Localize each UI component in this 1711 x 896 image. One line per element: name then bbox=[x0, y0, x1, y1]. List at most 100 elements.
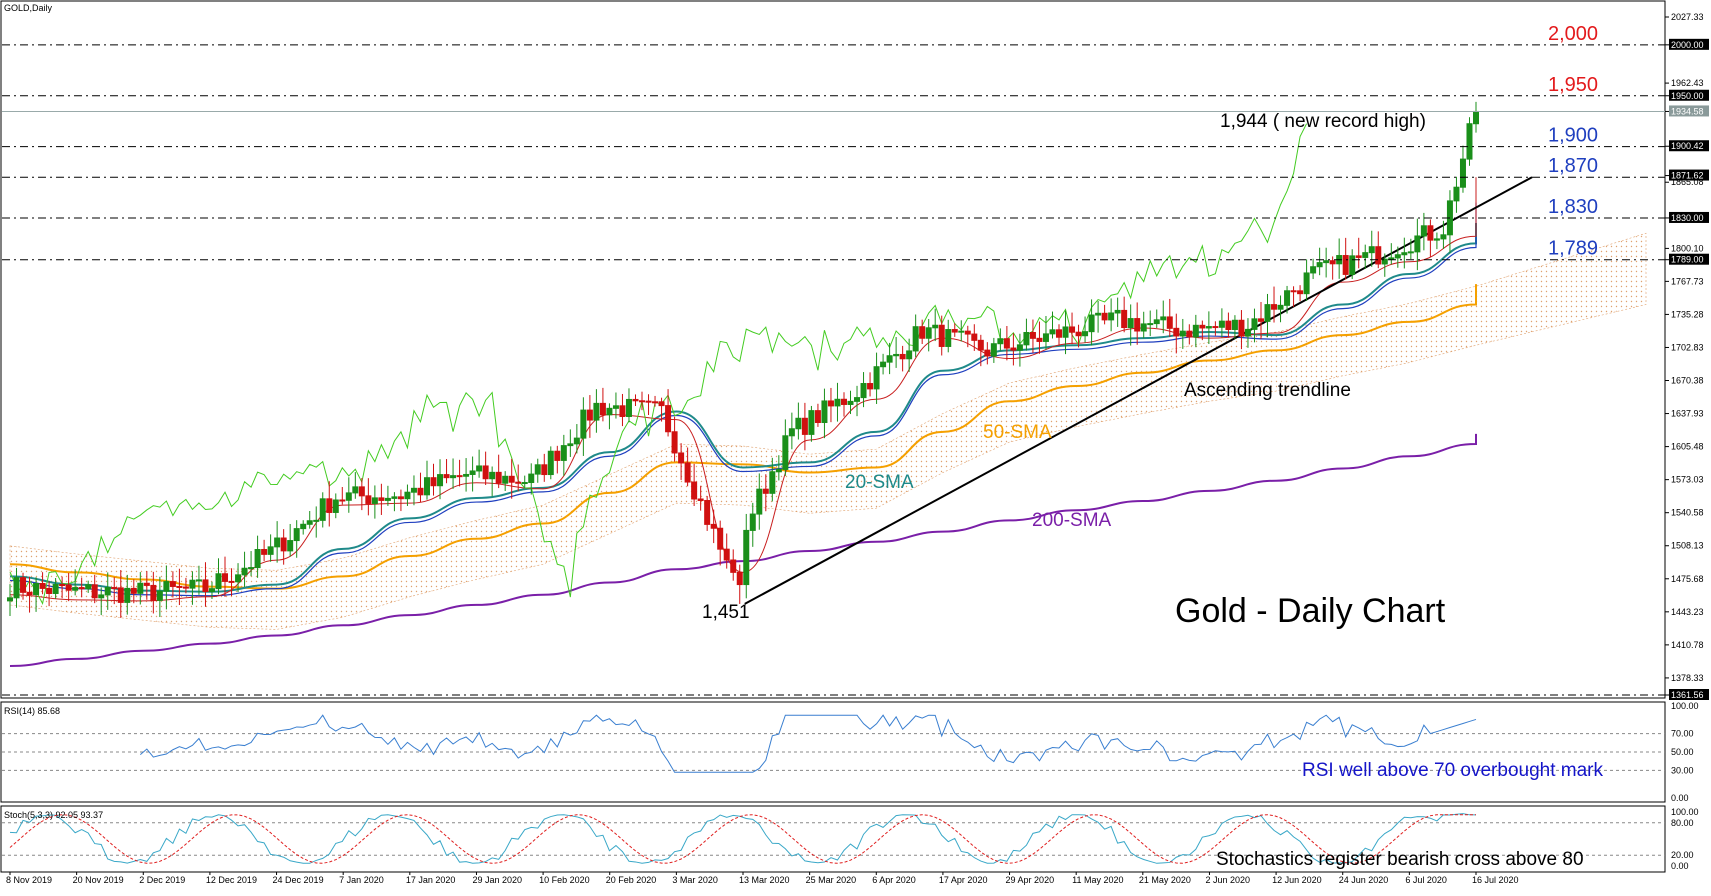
indicator-lines bbox=[9, 123, 1533, 668]
price-tick-label: 1475.68 bbox=[1671, 574, 1704, 584]
bull-candle bbox=[1277, 304, 1284, 310]
date-label: 6 Apr 2020 bbox=[872, 875, 916, 885]
bear-candle bbox=[417, 487, 424, 496]
bull-candle bbox=[534, 464, 541, 475]
price-tick-label: 1962.43 bbox=[1671, 78, 1704, 88]
rsi-tick-label: 70.00 bbox=[1671, 729, 1694, 739]
bear-candle bbox=[1212, 326, 1219, 329]
bull-candle bbox=[1368, 246, 1375, 254]
bull-candle bbox=[469, 470, 476, 475]
rsi-tick-label: 50.00 bbox=[1671, 747, 1694, 757]
price-tick-label: 1637.93 bbox=[1671, 409, 1704, 419]
sma50-label: 50-SMA bbox=[983, 422, 1052, 443]
date-label: 2 Jun 2020 bbox=[1205, 875, 1250, 885]
bull-candle bbox=[1459, 158, 1466, 188]
bull-candle bbox=[476, 465, 483, 472]
bear-candle bbox=[1257, 318, 1264, 322]
date-label: 3 Mar 2020 bbox=[672, 875, 718, 885]
price-tick-label: 1540.58 bbox=[1671, 508, 1704, 518]
bear-candle bbox=[456, 475, 463, 478]
bear-candle bbox=[1427, 225, 1434, 241]
bear-candle bbox=[964, 330, 971, 335]
bull-candle bbox=[287, 540, 294, 552]
bull-candle bbox=[1016, 344, 1023, 351]
price-tick-label: 2027.33 bbox=[1671, 12, 1704, 22]
date-label: 6 Jul 2020 bbox=[1405, 875, 1447, 885]
bull-candle bbox=[72, 587, 79, 591]
bear-candle bbox=[691, 481, 698, 500]
tenkan-line bbox=[9, 177, 1477, 602]
price-tag bbox=[1669, 689, 1709, 700]
bear-candle bbox=[867, 383, 874, 390]
bear-candle bbox=[228, 580, 235, 583]
rsi-line bbox=[139, 714, 1477, 773]
stoch-note: Stochastics register bearish cross above… bbox=[1216, 849, 1584, 870]
bull-candle bbox=[450, 475, 457, 479]
bull-candle bbox=[1179, 330, 1186, 337]
bear-candle bbox=[1199, 324, 1206, 329]
stoch-d-line bbox=[9, 814, 1476, 864]
bull-candle bbox=[319, 498, 326, 521]
bear-candle bbox=[261, 549, 268, 555]
stoch-tick-label: 0.00 bbox=[1671, 861, 1689, 871]
bear-candle bbox=[339, 499, 346, 502]
bear-candle bbox=[1056, 329, 1063, 338]
bull-candle bbox=[932, 324, 939, 329]
bull-candle bbox=[85, 584, 92, 590]
bear-candle bbox=[26, 591, 33, 596]
bull-candle bbox=[1349, 255, 1356, 275]
bull-candle bbox=[521, 482, 528, 485]
bear-candle bbox=[619, 405, 626, 418]
price-tag-label: 1900.42 bbox=[1671, 141, 1704, 151]
bull-candle bbox=[547, 450, 554, 476]
bull-candle bbox=[1414, 235, 1421, 253]
bear-candle bbox=[182, 586, 189, 589]
bull-candle bbox=[1433, 238, 1440, 241]
bear-candle bbox=[1355, 255, 1362, 258]
bear-candle bbox=[365, 495, 372, 504]
bear-candle bbox=[1238, 319, 1245, 337]
bull-candle bbox=[1323, 260, 1330, 264]
bull-candle bbox=[573, 437, 580, 445]
bull-candle bbox=[254, 549, 261, 569]
date-label: 17 Apr 2020 bbox=[939, 875, 988, 885]
bull-candle bbox=[847, 400, 854, 405]
rsi-panel: 100.00 70.00 50.00 30.00 0.00 bbox=[2, 701, 1699, 803]
bull-candle bbox=[1147, 323, 1154, 326]
price-tag-label: 1950.00 bbox=[1671, 91, 1704, 101]
bear-candle bbox=[730, 559, 737, 573]
bull-candle bbox=[1231, 319, 1238, 330]
price-tick-label: 1573.03 bbox=[1671, 475, 1704, 485]
bear-candle bbox=[39, 583, 46, 589]
bull-candle bbox=[1316, 262, 1323, 268]
bear-candle bbox=[1290, 290, 1297, 293]
price-tag bbox=[1669, 211, 1709, 223]
bull-candle bbox=[1042, 333, 1049, 342]
date-label: 2 Dec 2019 bbox=[139, 875, 185, 885]
bull-candle bbox=[625, 398, 632, 418]
bull-candle bbox=[873, 366, 880, 390]
price-tick-label: 1865.08 bbox=[1671, 177, 1704, 187]
bear-candle bbox=[801, 417, 808, 435]
bear-candle bbox=[840, 398, 847, 405]
record-high-label: 1,944 ( new record high) bbox=[1220, 111, 1426, 132]
date-label: 12 Dec 2019 bbox=[206, 875, 257, 885]
bear-candle bbox=[130, 587, 137, 594]
bear-candle bbox=[280, 537, 287, 552]
kijun-line bbox=[9, 202, 1477, 597]
ascending-trendline bbox=[744, 176, 1533, 605]
price-tag-label: 1871.62 bbox=[1671, 171, 1704, 181]
price-tick-label: 1735.28 bbox=[1671, 309, 1704, 319]
bear-candle bbox=[554, 450, 561, 461]
level-label: 2,000 bbox=[1548, 23, 1598, 45]
bull-candle bbox=[1095, 312, 1102, 316]
bear-candle bbox=[938, 324, 945, 347]
rsi-tick-label: 100.00 bbox=[1671, 701, 1699, 711]
date-label: 24 Dec 2019 bbox=[273, 875, 324, 885]
bull-candle bbox=[1388, 257, 1395, 260]
bear-candle bbox=[710, 523, 717, 529]
bull-candle bbox=[1362, 252, 1369, 258]
bull-candle bbox=[52, 584, 59, 594]
bear-candle bbox=[202, 579, 209, 593]
bear-candle bbox=[639, 400, 646, 403]
